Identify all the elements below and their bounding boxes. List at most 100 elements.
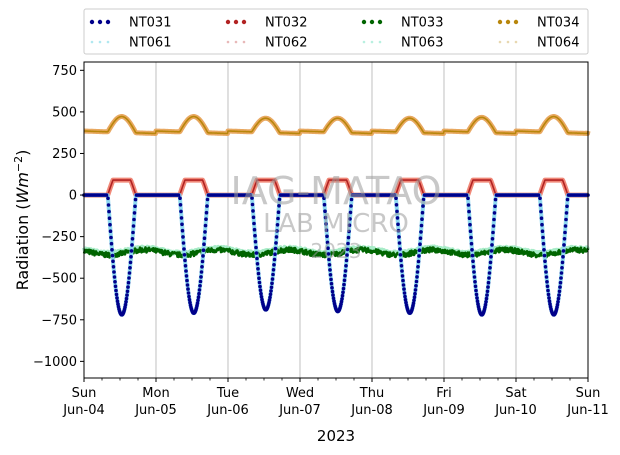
data-point <box>200 259 205 264</box>
x-tick-label-day: Thu <box>359 386 384 401</box>
data-point <box>133 197 138 202</box>
data-point <box>398 253 403 257</box>
data-point <box>340 293 345 298</box>
data-point <box>178 203 183 207</box>
data-point <box>546 292 551 297</box>
legend-label: NT062 <box>265 36 307 51</box>
data-point <box>133 204 137 209</box>
data-point <box>417 254 421 258</box>
data-point <box>132 211 137 215</box>
data-point <box>488 260 493 265</box>
data-point <box>199 275 203 279</box>
data-point <box>184 269 188 273</box>
legend-marker <box>98 40 102 44</box>
data-point <box>272 263 276 267</box>
data-point <box>252 221 256 226</box>
data-point <box>187 294 191 299</box>
y-tick-label: 500 <box>52 105 77 120</box>
data-point <box>491 224 496 228</box>
data-point <box>183 264 188 268</box>
series-layer <box>82 114 591 317</box>
data-point <box>403 297 408 302</box>
data-point <box>397 241 402 245</box>
data-point <box>273 252 277 256</box>
watermark-text: 2023 <box>311 239 362 263</box>
data-point <box>201 248 206 252</box>
x-tick-label-day: Sat <box>505 386 526 401</box>
data-point <box>330 286 334 290</box>
y-tick-label: −750 <box>41 313 77 328</box>
y-axis: 750 500 250 0 −250 −500 −750 −1000 <box>33 64 84 370</box>
data-point <box>276 210 281 214</box>
data-point <box>186 291 191 295</box>
data-point <box>115 299 120 304</box>
data-point <box>199 270 204 274</box>
data-point <box>276 216 280 221</box>
data-point <box>349 197 354 202</box>
legend-marker <box>106 40 110 44</box>
data-point <box>539 216 544 220</box>
data-point <box>340 297 344 301</box>
data-point <box>345 247 350 252</box>
data-point <box>558 280 563 285</box>
data-point <box>184 274 189 278</box>
data-point <box>272 257 277 262</box>
data-point <box>180 228 185 233</box>
data-point <box>564 211 569 215</box>
data-point <box>342 278 347 283</box>
data-point <box>185 283 190 287</box>
data-point <box>475 299 480 304</box>
data-point <box>104 193 109 197</box>
data-point <box>258 284 262 289</box>
data-point <box>560 266 564 270</box>
data-point <box>277 197 282 202</box>
data-point <box>204 210 209 215</box>
legend-marker <box>361 19 367 25</box>
data-point <box>197 291 201 296</box>
legend-label: NT061 <box>129 36 171 51</box>
data-point <box>487 276 491 280</box>
data-point <box>538 203 543 207</box>
data-point <box>323 209 327 213</box>
legend-marker <box>514 40 518 44</box>
data-point <box>395 209 399 214</box>
data-point <box>349 204 353 208</box>
data-point <box>348 210 353 215</box>
data-point <box>329 281 334 286</box>
data-point <box>471 259 475 264</box>
data-point <box>252 227 257 232</box>
data-point <box>331 296 336 301</box>
legend-marker <box>90 40 94 44</box>
data-point <box>546 288 550 293</box>
watermark-text: LAB MICRO <box>263 209 409 239</box>
data-point <box>544 270 548 274</box>
data-point <box>559 276 563 280</box>
legend: NT031 NT032 NT033 NT034 NT061 NT062 NT063 NT064 <box>83 8 589 55</box>
data-point <box>486 280 491 285</box>
data-point <box>394 203 399 207</box>
data-point <box>417 248 422 252</box>
y-tick-label: 250 <box>52 147 77 162</box>
data-point <box>473 284 478 289</box>
data-point <box>562 237 567 241</box>
data-point <box>558 285 562 289</box>
data-point <box>274 235 279 239</box>
data-point <box>348 217 352 221</box>
legend-label: NT033 <box>401 16 443 31</box>
data-point <box>541 241 546 246</box>
data-point <box>414 279 419 284</box>
data-point <box>256 267 260 271</box>
data-point <box>470 253 475 258</box>
data-point <box>111 259 115 264</box>
legend-marker <box>505 19 511 25</box>
data-point <box>253 239 258 244</box>
data-point <box>472 270 476 274</box>
data-point <box>474 288 478 293</box>
legend-box <box>83 8 589 55</box>
data-point <box>415 270 420 274</box>
data-point <box>178 196 182 200</box>
data-point <box>322 196 326 200</box>
data-point <box>251 215 256 220</box>
data-point <box>110 253 115 258</box>
